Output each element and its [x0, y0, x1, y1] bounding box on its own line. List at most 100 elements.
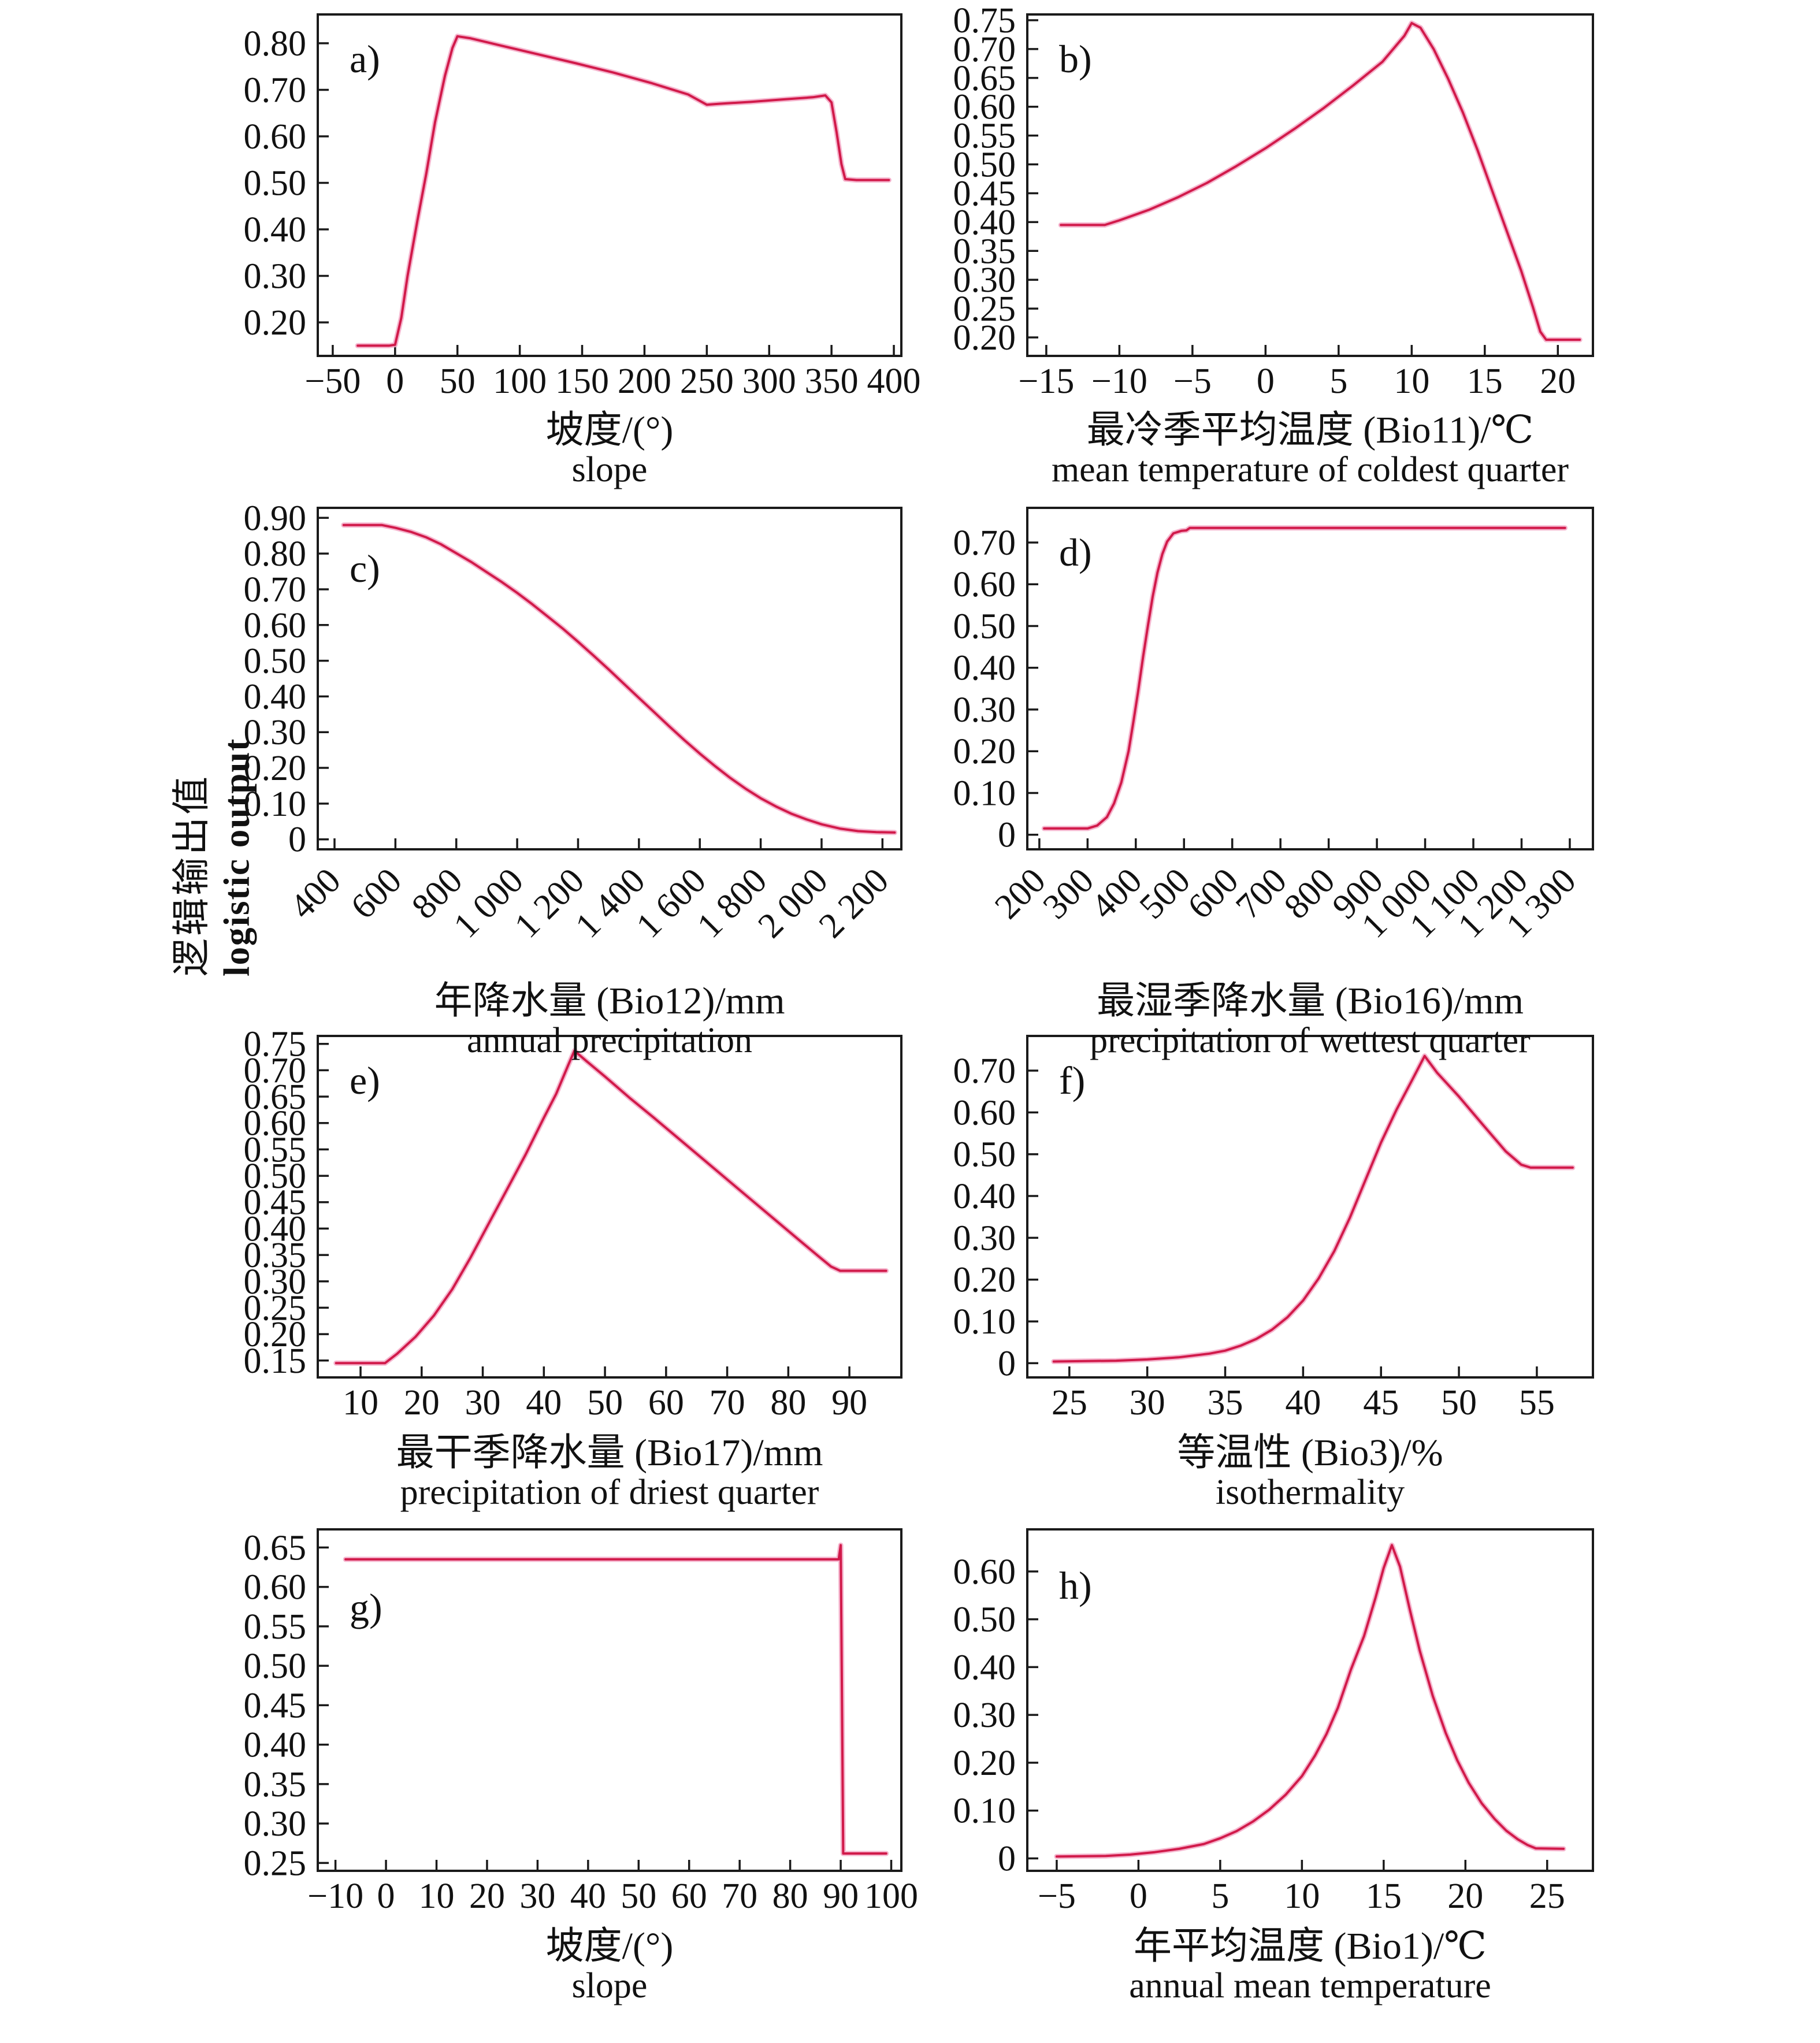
- x-tick-label: 10: [343, 1383, 378, 1422]
- x-tick-label: 25: [1052, 1383, 1087, 1422]
- y-tick-label: 0.50: [244, 642, 307, 681]
- x-tick-label: 90: [823, 1877, 859, 1916]
- x-tick-label: 1 000: [446, 861, 531, 946]
- panel-letter: b): [1059, 37, 1092, 81]
- y-tick-label: 0.60: [244, 606, 307, 645]
- x-tick-label: 10: [1284, 1877, 1320, 1916]
- x-tick-label: 60: [648, 1383, 684, 1422]
- x-tick-label: 1 200: [507, 861, 592, 946]
- y-tick-label: 0.50: [953, 146, 1016, 185]
- y-tick-label: 0.30: [244, 1262, 307, 1302]
- y-tick-label: 0.30: [244, 1804, 307, 1844]
- y-tick-label: 0.75: [244, 1025, 307, 1064]
- xlabel-en-b: mean temperature of coldest quarter: [1051, 450, 1569, 489]
- y-tick-label: 0: [998, 1839, 1016, 1878]
- x-tick-label: 10: [418, 1877, 454, 1916]
- x-tick-label: 1 400: [568, 861, 653, 946]
- y-tick-label: 0.50: [244, 1157, 307, 1196]
- y-tick-label: 0.60: [953, 88, 1016, 127]
- x-tick-label: 0: [377, 1877, 395, 1916]
- x-tick-label: 300: [742, 362, 796, 401]
- x-tick-label: 20: [404, 1383, 440, 1422]
- y-tick-label: 0.70: [953, 30, 1016, 69]
- x-tick-label: 30: [519, 1877, 555, 1916]
- y-tick-label: 0.10: [953, 1302, 1016, 1342]
- panel-letter: f): [1059, 1058, 1085, 1102]
- response-curve-halo: [343, 1542, 889, 1856]
- y-tick-label: 0.30: [953, 261, 1016, 300]
- x-tick-label: 20: [1447, 1877, 1483, 1916]
- y-tick-label: 0.80: [244, 534, 307, 574]
- y-tick-label: 0.60: [953, 1093, 1016, 1132]
- x-tick-label: 80: [772, 1877, 808, 1916]
- y-tick-label: 0.40: [953, 1648, 1016, 1687]
- y-tick-label: 0.60: [244, 1104, 307, 1143]
- plot-frame: [317, 1035, 902, 1379]
- y-tick-label: 0.65: [244, 1528, 307, 1567]
- x-tick-label: 2 200: [812, 861, 897, 946]
- y-tick-label: 0.40: [953, 649, 1016, 688]
- x-tick-label: 50: [621, 1877, 656, 1916]
- x-tick-label: 55: [1519, 1383, 1555, 1422]
- xlabel-zh-a: 坡度/(°): [545, 409, 674, 451]
- xlabel-en-c: annual precipitation: [466, 1021, 753, 1060]
- plot-frame: [1026, 1035, 1594, 1379]
- x-tick-label: 40: [570, 1877, 606, 1916]
- y-tick-label: 0: [998, 816, 1016, 855]
- xlabel-en-g: slope: [571, 1966, 648, 2005]
- y-tick-label: 0.60: [244, 1568, 307, 1607]
- x-tick-label: 100: [493, 362, 547, 401]
- panel-letter: c): [350, 547, 380, 590]
- y-tick-label: 0.20: [244, 303, 307, 343]
- xlabel-zh-g: 坡度/(°): [545, 1925, 674, 1967]
- xlabel-en-h: annual mean temperature: [1129, 1966, 1491, 2005]
- y-tick-label: 0.55: [953, 117, 1016, 156]
- y-tick-label: 0.40: [244, 1726, 307, 1765]
- y-tick-label: 0.70: [244, 70, 307, 110]
- plot-frame: [1026, 13, 1594, 357]
- y-tick-label: 0.40: [244, 210, 307, 250]
- response-curve-halo: [1058, 20, 1583, 343]
- y-tick-label: 0.35: [244, 1236, 307, 1275]
- y-tick-label: 0: [288, 820, 306, 860]
- plot-frame: [1026, 507, 1594, 850]
- x-tick-label: 25: [1529, 1877, 1565, 1916]
- x-tick-label: −10: [307, 1877, 363, 1916]
- y-tick-label: 0.55: [244, 1607, 307, 1647]
- y-tick-label: 0.60: [244, 117, 307, 157]
- xlabel-en-a: slope: [571, 450, 648, 489]
- response-curve: [342, 523, 896, 834]
- response-curve: [356, 35, 890, 347]
- y-tick-label: 0.45: [953, 174, 1016, 213]
- panel-letter: g): [350, 1585, 382, 1629]
- x-tick-label: 200: [618, 362, 671, 401]
- x-tick-label: 400: [867, 362, 921, 401]
- y-tick-label: 0.30: [953, 1696, 1016, 1735]
- y-tick-label: 0.90: [244, 499, 307, 538]
- y-tick-label: 0.20: [953, 1744, 1016, 1783]
- xlabel-zh-c: 年降水量 (Bio12)/mm: [434, 980, 785, 1022]
- y-tick-label: 0.15: [244, 1342, 307, 1381]
- x-tick-label: 15: [1366, 1877, 1402, 1916]
- response-curve: [1060, 22, 1581, 341]
- y-tick-label: 0.65: [244, 1078, 307, 1117]
- y-tick-label: 0.30: [953, 1219, 1016, 1258]
- y-tick-label: 0.70: [953, 523, 1016, 563]
- x-tick-label: 30: [465, 1383, 501, 1422]
- x-tick-label: 250: [680, 362, 734, 401]
- y-tick-label: 0.10: [953, 774, 1016, 813]
- y-tick-label: 0.70: [244, 1051, 307, 1090]
- panel-letter: d): [1059, 530, 1092, 574]
- y-tick-label: 0.20: [953, 1261, 1016, 1300]
- response-curve: [335, 1049, 887, 1365]
- y-tick-label: 0.20: [244, 749, 307, 788]
- x-tick-label: 15: [1467, 362, 1503, 401]
- x-tick-label: 5: [1211, 1877, 1229, 1916]
- x-tick-label: 1 800: [690, 861, 775, 946]
- x-tick-label: 70: [722, 1877, 757, 1916]
- y-tick-label: 0.70: [953, 1052, 1016, 1091]
- x-tick-label: 30: [1130, 1383, 1165, 1422]
- y-tick-label: 0.20: [244, 1315, 307, 1354]
- x-tick-label: 2 000: [751, 861, 835, 946]
